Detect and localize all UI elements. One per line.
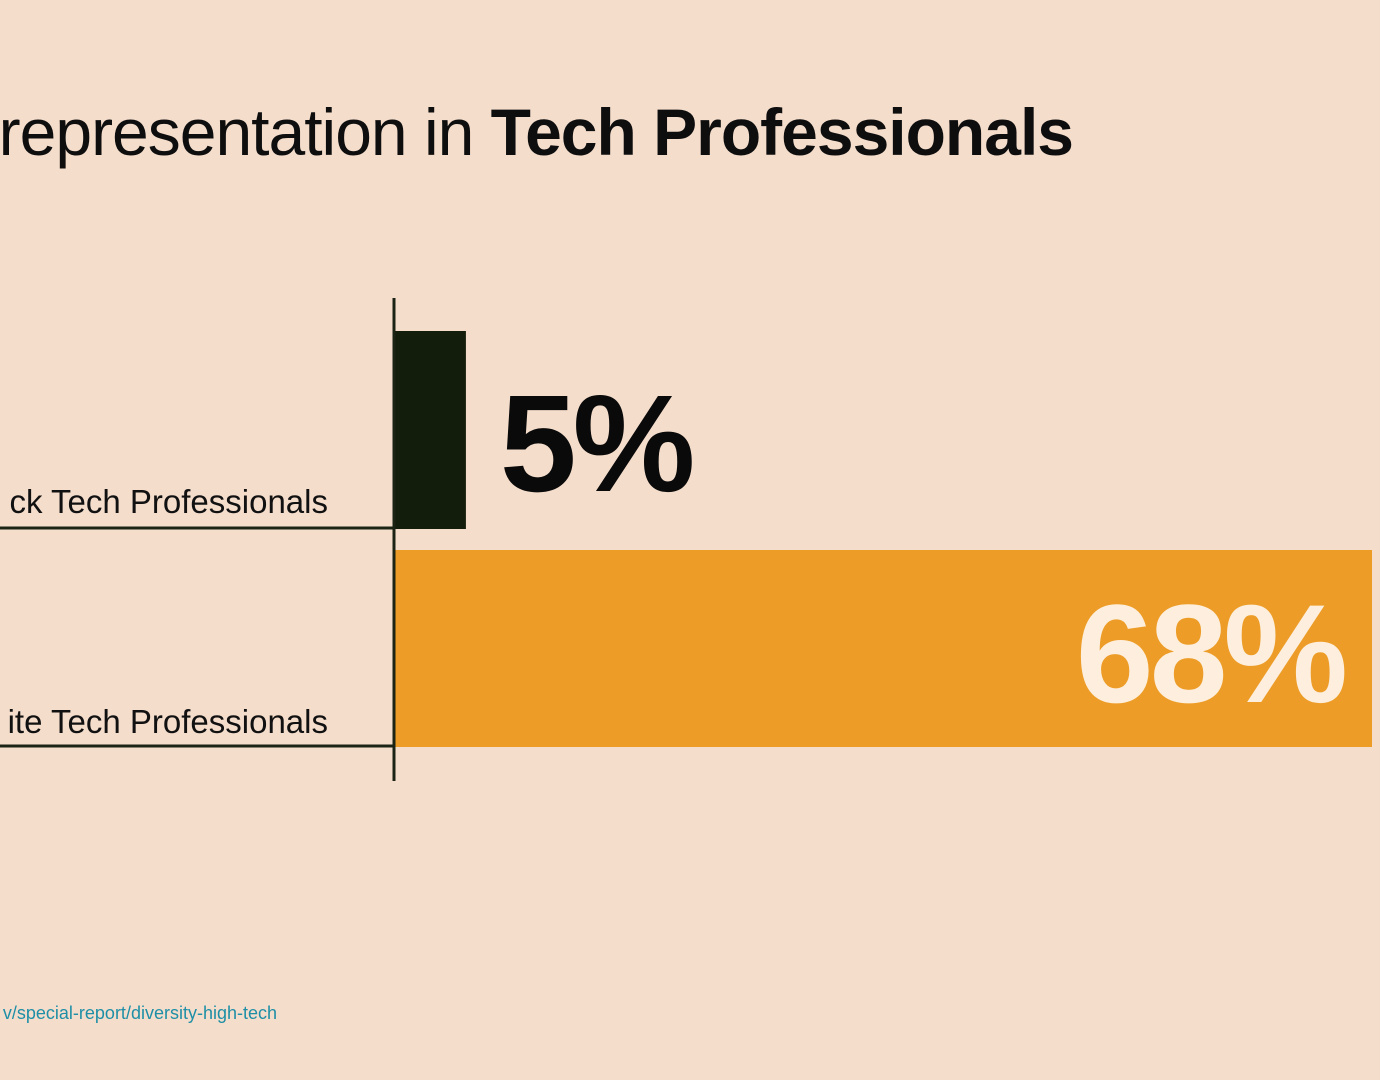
category-label-1: ck Tech Professionals <box>9 483 328 520</box>
bar-2 <box>394 550 1372 747</box>
source-link[interactable]: v/special-report/diversity-high-tech <box>2 1003 277 1023</box>
category-label-2: ite Tech Professionals <box>8 703 328 740</box>
value-label-2: 68% <box>1076 575 1345 732</box>
chart-title-bold: Tech Professionals <box>490 95 1074 169</box>
chart-title: rrepresentation in Tech Professionals <box>0 92 1074 172</box>
chart-title-light: rrepresentation in <box>0 95 491 169</box>
value-label-1: 5% <box>500 367 693 521</box>
bar-1 <box>394 331 466 529</box>
